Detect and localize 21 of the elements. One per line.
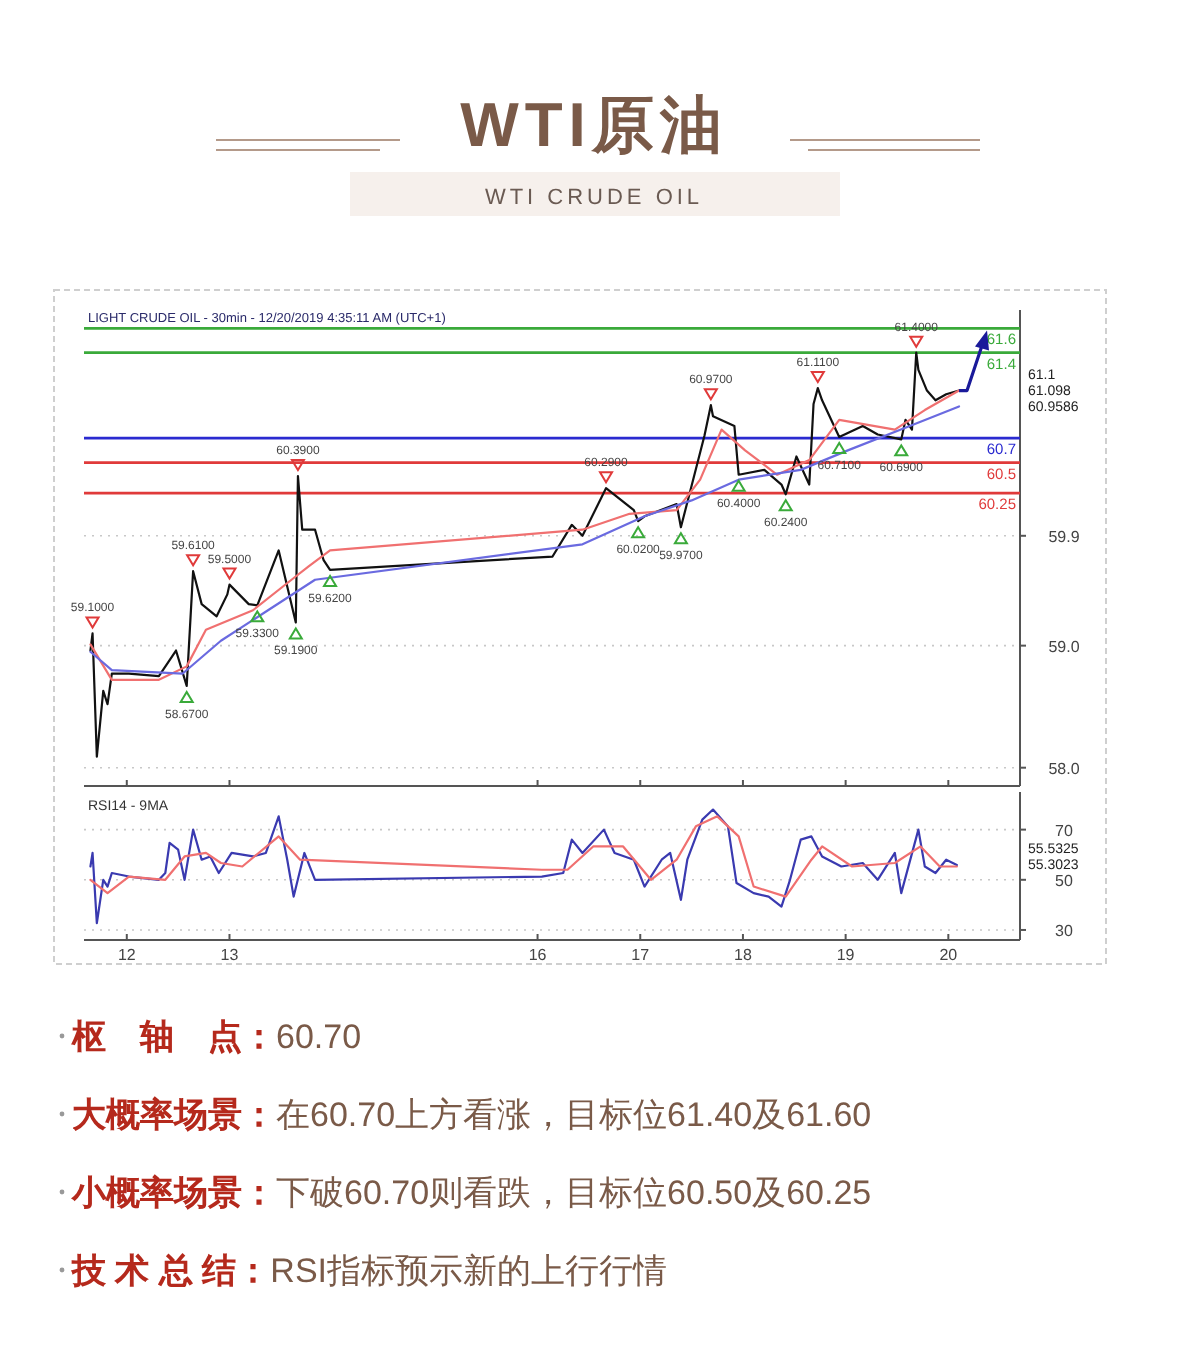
chart-subtitle: WTI CRUDE OIL [484, 186, 704, 210]
x-tick-label: 18 [734, 946, 753, 964]
y-tick-label: 70 [1055, 821, 1074, 840]
x-tick-label: 19 [836, 946, 856, 964]
y-tick-label: 30 [1055, 921, 1074, 940]
text: 大概率场景：在60.70上方看涨，目标位61.40及61.60 [72, 1096, 872, 1134]
text: 技 术 总 结：RSI指标预示新的上行行情 [70, 1252, 668, 1290]
y-tick-label: 58.0 [1048, 759, 1081, 778]
x-tick-label: 12 [117, 946, 137, 964]
x-tick-label: 13 [220, 946, 240, 964]
x-tick-label: 17 [631, 946, 651, 964]
x-tick-label: 20 [939, 946, 959, 964]
line-series [89, 808, 958, 925]
text: 小概率场景：下破60.70则看跌，目标位60.50及60.25 [70, 1174, 872, 1212]
line-series [89, 815, 958, 898]
y-tick-label: 59.9 [1048, 527, 1081, 546]
y-tick-label: 50 [1055, 871, 1074, 890]
chart-title: WTI原油 [460, 90, 728, 160]
text: 枢 轴 点：60.70 [70, 1018, 362, 1056]
y-tick-label: 59.0 [1048, 637, 1081, 656]
x-tick-label: 16 [528, 946, 548, 964]
